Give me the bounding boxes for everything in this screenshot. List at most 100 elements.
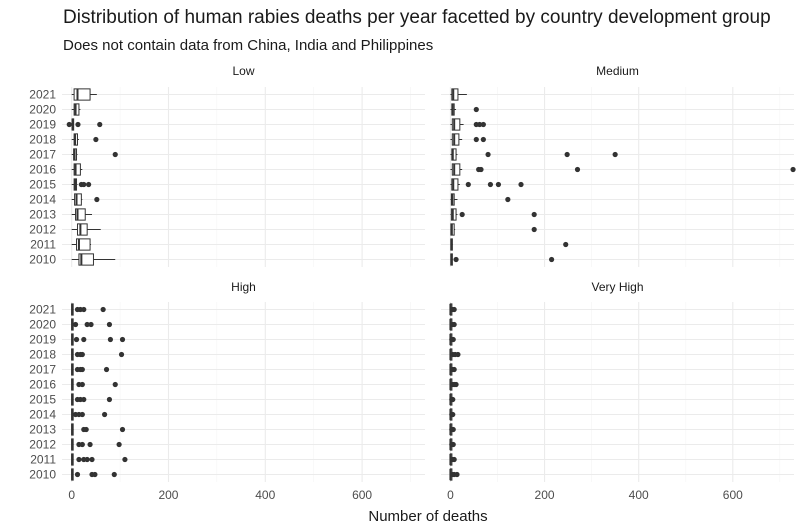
y-tick-label: 2015 (29, 393, 56, 407)
x-tick-label: 0 (447, 488, 454, 502)
outlier-point (563, 241, 569, 248)
outlier-point (450, 336, 456, 343)
outlier-point (79, 411, 85, 418)
x-tick-label: 0 (68, 488, 75, 502)
outlier-point (79, 381, 85, 388)
outlier-point (453, 381, 459, 388)
outlier-point (106, 396, 113, 403)
outlier-point (612, 151, 618, 158)
outlier-point (455, 351, 461, 358)
outlier-point (790, 166, 796, 173)
x-tick-label: 600 (352, 488, 372, 502)
outlier-point (451, 306, 457, 313)
outlier-point (476, 121, 483, 128)
outlier-point (118, 351, 125, 358)
outlier-point (450, 426, 456, 433)
outlier-point (92, 471, 98, 478)
outlier-point (79, 351, 85, 358)
outlier-point (86, 181, 92, 188)
y-tick-label: 2016 (29, 163, 56, 177)
y-tick-label: 2010 (29, 468, 56, 482)
box-iqr (75, 208, 86, 221)
outlier-point (485, 151, 491, 158)
y-tick-label: 2012 (29, 223, 56, 237)
outlier-point (103, 366, 110, 373)
outlier-point (450, 411, 456, 418)
y-tick-label: 2017 (29, 363, 56, 377)
outlier-point (119, 336, 126, 343)
outlier-point (450, 396, 456, 403)
y-tick-label: 2011 (30, 238, 56, 252)
box-iqr (78, 253, 94, 266)
facet-label: High (231, 280, 256, 294)
outlier-point (451, 456, 457, 463)
outlier-point (73, 336, 80, 343)
box-iqr (76, 223, 88, 236)
outlier-point (480, 121, 486, 128)
outlier-point (72, 321, 79, 328)
outlier-point (75, 121, 81, 128)
y-tick-label: 2015 (29, 178, 56, 192)
outlier-point (459, 211, 465, 218)
y-tick-label: 2019 (29, 333, 56, 347)
outlier-point (518, 181, 524, 188)
outlier-point (480, 136, 486, 143)
box-iqr (73, 163, 81, 176)
outlier-point (89, 456, 95, 463)
outlier-point (473, 106, 479, 113)
outlier-point (88, 321, 94, 328)
outlier-point (478, 166, 484, 173)
outlier-point (451, 321, 457, 328)
facet-label: Medium (596, 64, 639, 78)
y-tick-label: 2017 (29, 148, 56, 162)
outlier-point (100, 306, 106, 313)
outlier-point (81, 336, 87, 343)
outlier-point (495, 181, 502, 188)
facet-label: Very High (591, 280, 643, 294)
outlier-point (94, 196, 100, 203)
outlier-point (505, 196, 511, 203)
outlier-point (473, 136, 479, 143)
outlier-point (487, 181, 494, 188)
outlier-point (81, 181, 87, 188)
outlier-point (122, 456, 128, 463)
outlier-point (112, 151, 118, 158)
chart-subtitle: Does not contain data from China, India … (63, 37, 434, 54)
y-tick-label: 2018 (29, 348, 56, 362)
facet-label: Low (232, 64, 254, 78)
outlier-point (451, 366, 457, 373)
x-axis-label: Number of deaths (368, 508, 487, 525)
outlier-point (79, 366, 85, 373)
outlier-point (83, 426, 89, 433)
y-tick-label: 2014 (29, 408, 56, 422)
y-tick-label: 2014 (29, 193, 56, 207)
outlier-point (112, 381, 118, 388)
box-iqr (451, 133, 460, 146)
outlier-point (66, 121, 72, 128)
outlier-point (81, 306, 87, 313)
outlier-point (454, 471, 460, 478)
y-tick-label: 2011 (30, 453, 56, 467)
outlier-point (564, 151, 570, 158)
outlier-point (84, 321, 90, 328)
y-tick-label: 2021 (29, 303, 56, 317)
x-tick-label: 200 (158, 488, 178, 502)
outlier-point (574, 166, 581, 173)
y-tick-label: 2021 (29, 88, 56, 102)
outlier-point (465, 181, 471, 188)
y-tick-label: 2012 (29, 438, 56, 452)
box-iqr (451, 163, 461, 176)
outlier-point (81, 396, 87, 403)
outlier-point (97, 121, 103, 128)
x-tick-label: 400 (255, 488, 275, 502)
box-iqr (451, 178, 459, 191)
outlier-point (76, 456, 82, 463)
outlier-point (84, 456, 90, 463)
outlier-point (87, 441, 93, 448)
box-iqr (451, 118, 461, 131)
y-tick-label: 2010 (29, 253, 56, 267)
y-tick-label: 2020 (29, 318, 56, 332)
outlier-point (119, 426, 126, 433)
box-iqr (74, 193, 82, 206)
